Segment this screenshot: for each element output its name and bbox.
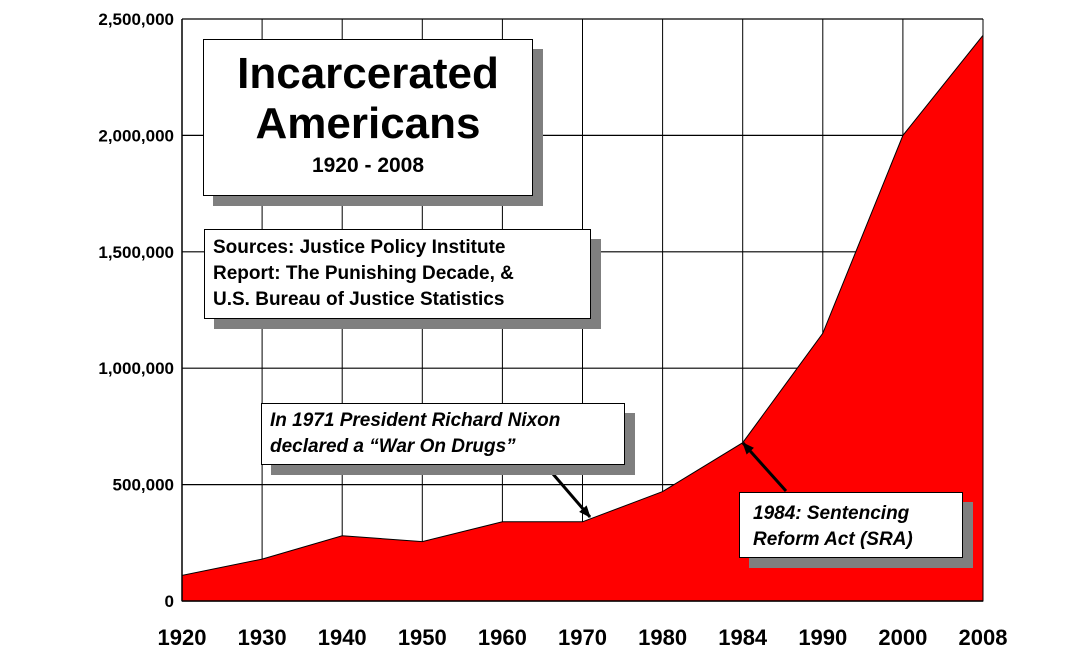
sources-line: U.S. Bureau of Justice Statistics — [213, 289, 505, 310]
nixon-annotation-arrow — [551, 473, 592, 518]
sources-box: Sources: Justice Policy Institute Report… — [204, 229, 591, 319]
sources-line: Sources: Justice Policy Institute — [213, 237, 506, 258]
x-tick-label: 1960 — [478, 625, 527, 650]
annotation-line: declared a “War On Drugs” — [270, 436, 516, 457]
x-tick-label: 1984 — [718, 625, 768, 650]
y-tick-label: 2,500,000 — [98, 10, 174, 29]
annotation-line: In 1971 President Richard Nixon — [270, 410, 561, 431]
y-tick-label: 500,000 — [113, 476, 174, 495]
axes — [181, 19, 983, 602]
x-tick-label: 1950 — [398, 625, 447, 650]
y-tick-label: 1,500,000 — [98, 243, 174, 262]
chart-title-line-2: Americans — [255, 99, 481, 148]
chart-title-box: Incarcerated Americans 1920 - 2008 — [203, 39, 533, 196]
y-tick-label: 2,000,000 — [98, 126, 174, 145]
x-tick-label: 1930 — [238, 625, 287, 650]
x-tick-label: 2000 — [878, 625, 927, 650]
sra-annotation-arrow — [741, 441, 788, 493]
sra-annotation: 1984: Sentencing Reform Act (SRA) — [739, 492, 963, 558]
series-area — [181, 33, 984, 602]
x-tick-label: 2008 — [959, 625, 1008, 650]
x-axis-tick-labels: 1920 1930 1940 1950 1960 1970 1980 1984 1990 2000… — [158, 625, 1008, 650]
chart-subtitle: 1920 - 2008 — [311, 154, 425, 177]
y-tick-label: 1,000,000 — [98, 359, 174, 378]
x-tick-label: 1970 — [558, 625, 607, 650]
y-tick-label: 0 — [165, 592, 174, 611]
chart-title-line-1: Incarcerated — [237, 49, 499, 98]
x-tick-label: 1940 — [318, 625, 367, 650]
y-axis-tick-labels: 0 500,000 1,000,000 1,500,000 2,000,000 2,500… — [98, 10, 174, 611]
x-tick-label: 1990 — [798, 625, 847, 650]
annotation-line: Reform Act (SRA) — [753, 529, 913, 550]
annotation-line: 1984: Sentencing — [753, 503, 910, 524]
x-tick-label: 1980 — [638, 625, 687, 650]
x-tick-label: 1920 — [158, 625, 207, 650]
nixon-annotation: In 1971 President Richard Nixon declared… — [261, 403, 625, 465]
sources-line: Report: The Punishing Decade, & — [213, 263, 514, 284]
